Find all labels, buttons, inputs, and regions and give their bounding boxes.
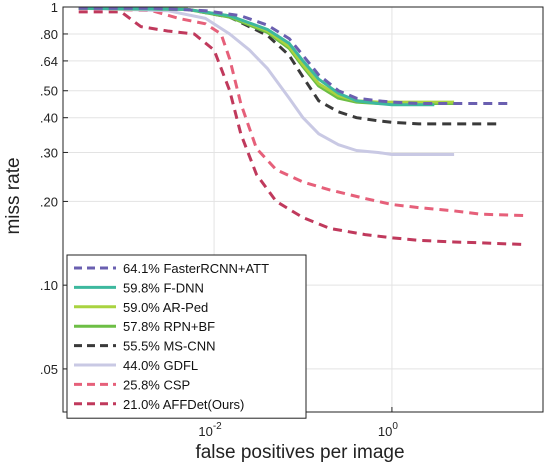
series-line-5	[78, 6, 455, 156]
y-tick-label: .20	[40, 194, 58, 209]
legend-entry: 44.0% GDFL	[123, 358, 198, 373]
series-line-6	[78, 6, 524, 217]
y-axis-ticks: 1 .80 .64 .50 .40 .30 .20 .10 .05	[40, 0, 68, 377]
series-layer	[78, 6, 524, 246]
legend-entry: 64.1% FasterRCNN+ATT	[123, 261, 269, 276]
x-axis-label: false positives per image	[195, 442, 404, 463]
y-tick-label: .50	[40, 84, 58, 99]
legend-entry: 55.5% MS-CNN	[123, 339, 215, 354]
legend-entry: 25.8% CSP	[123, 377, 190, 392]
y-tick-label: .80	[40, 27, 58, 42]
y-tick-label: 1	[51, 0, 58, 15]
y-axis-label: miss rate	[3, 157, 24, 234]
legend-entry: 21.0% AFFDet(Ours)	[123, 397, 244, 412]
legend-entry: 57.8% RPN+BF	[123, 319, 215, 334]
y-tick-label: .30	[40, 145, 58, 160]
series-line-1	[78, 6, 435, 107]
legend-entry: 59.0% AR-Ped	[123, 300, 208, 315]
series-line-0	[78, 6, 508, 105]
x-tick-label: 10-2	[198, 421, 222, 439]
legend-box	[66, 254, 307, 419]
legend-entry: 59.8% F-DNN	[123, 280, 204, 295]
y-tick-label: .10	[40, 278, 58, 293]
series-line-7	[78, 10, 524, 246]
legend: 64.1% FasterRCNN+ATT 59.8% F-DNN 59.0% AR-…	[66, 254, 307, 419]
y-tick-label: .05	[40, 362, 58, 377]
x-tick-label: 100	[378, 421, 398, 439]
y-tick-label: .40	[40, 111, 58, 126]
y-tick-label: .64	[40, 54, 58, 69]
